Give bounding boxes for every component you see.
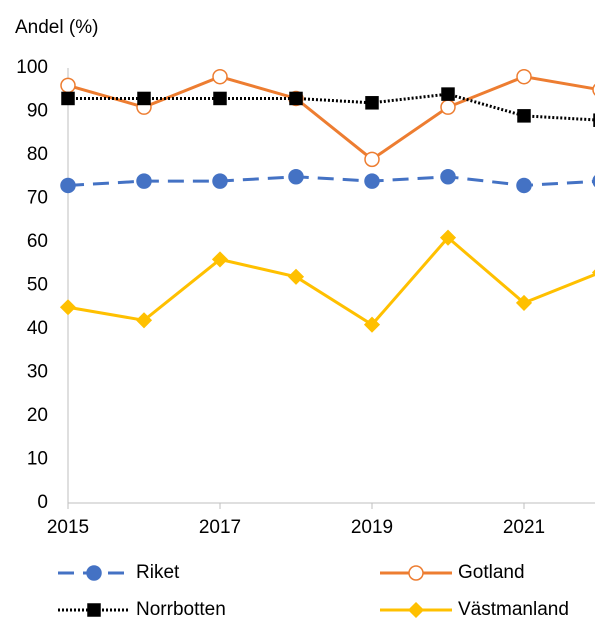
series-line [68, 92, 595, 122]
legend-marker [87, 603, 101, 617]
y-axis-label: Andel (%) [15, 17, 98, 38]
data-point [363, 316, 381, 333]
data-point [60, 77, 76, 94]
data-point [59, 299, 77, 316]
y-tick-label: 90 [27, 101, 48, 122]
data-point [365, 96, 379, 110]
data-point [440, 99, 456, 115]
data-point [517, 109, 531, 123]
x-tick-label: 2019 [351, 517, 393, 538]
y-tick-label: 50 [27, 275, 48, 296]
data-point [137, 91, 151, 106]
data-point [440, 169, 456, 185]
data-point [61, 91, 75, 106]
series-line [67, 75, 595, 162]
data-point [135, 312, 153, 329]
data-point [60, 177, 76, 194]
data-point [136, 173, 152, 189]
x-tick-label: 2021 [503, 517, 545, 538]
y-tick-label: 100 [16, 57, 48, 78]
y-tick-label: 0 [37, 492, 48, 513]
data-point [516, 68, 532, 85]
data-point [439, 229, 457, 246]
y-tick-label: 60 [27, 231, 48, 252]
legend-label: Västmanland [458, 599, 569, 620]
data-point [289, 91, 303, 106]
y-tick-label: 40 [27, 318, 48, 339]
legend-marker [408, 565, 424, 581]
x-tick-label: 2015 [47, 517, 89, 538]
data-point [515, 294, 533, 311]
data-point [213, 91, 227, 106]
data-point [364, 173, 380, 189]
legend-label: Norrbotten [136, 599, 226, 620]
x-tick-label: 2017 [199, 517, 241, 538]
y-tick-label: 20 [27, 405, 48, 426]
legend-label: Riket [136, 562, 180, 583]
data-point [211, 251, 229, 268]
series-line [67, 235, 595, 327]
data-point [212, 68, 228, 85]
data-point [287, 268, 305, 285]
data-point [441, 87, 455, 101]
legend-marker [86, 565, 102, 581]
legend-label: Gotland [458, 562, 525, 583]
series-line [67, 175, 595, 187]
y-tick-label: 70 [27, 188, 48, 209]
data-point [364, 151, 380, 168]
y-tick-label: 30 [27, 362, 48, 383]
data-point [288, 169, 304, 185]
y-tick-label: 10 [27, 449, 48, 470]
data-point [212, 173, 228, 189]
data-point [516, 177, 532, 194]
y-tick-label: 80 [27, 144, 48, 165]
legend-marker [407, 601, 425, 619]
